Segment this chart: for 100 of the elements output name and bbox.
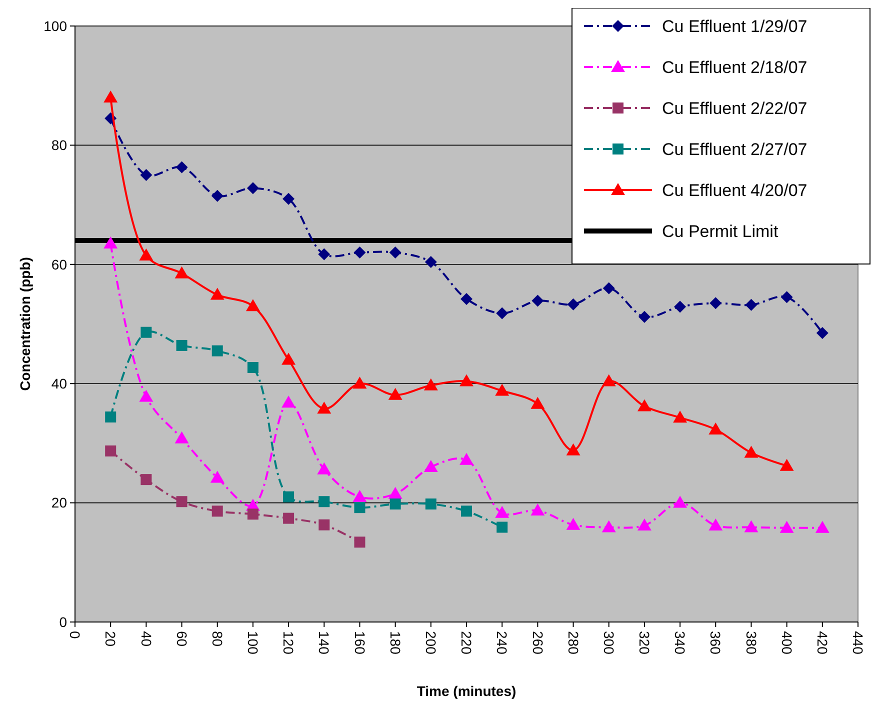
point [352,490,367,502]
point [424,378,438,390]
point [283,512,294,524]
point [532,294,544,307]
point [637,399,652,412]
x-tick-label: 180 [387,631,404,655]
legend-label: Cu Effluent 2/27/07 [662,140,808,159]
x-tick-label: 440 [850,631,866,655]
point [673,496,688,508]
point [174,266,189,278]
legend-label: Cu Effluent 4/20/07 [662,180,808,200]
y-axis-title: Concentration (ppb) [17,257,33,391]
point [708,422,723,434]
legend-label: Cu Effluent 2/22/07 [662,98,808,118]
point [105,445,116,456]
point [815,520,830,533]
point [139,248,154,260]
point [388,486,402,499]
point [460,374,474,386]
point [212,506,223,517]
point [354,536,366,548]
y-tick-label: 20 [51,494,68,511]
point [317,402,332,414]
x-tick-label: 340 [672,631,688,655]
point [104,90,118,103]
x-tick-label: 140 [316,631,332,655]
y-tick-label: 0 [59,614,68,630]
point [282,192,295,205]
x-tick-label: 0 [67,631,84,639]
point [780,291,793,304]
x-tick-label: 220 [458,631,475,655]
x-tick-label: 320 [636,631,653,655]
point [637,518,652,530]
point [530,504,545,516]
point [176,496,188,508]
x-tick-label: 240 [494,631,510,655]
x-tick-label: 120 [280,631,297,655]
point [710,297,722,310]
point [566,443,580,456]
point [390,498,401,510]
point [674,300,686,313]
point [567,298,580,310]
point [318,519,330,530]
x-tick-label: 300 [600,631,617,655]
point [388,388,402,400]
point [780,458,794,471]
x-tick-label: 80 [209,631,226,647]
point [354,502,366,514]
y-tick-label: 100 [44,18,68,34]
point [140,326,152,338]
x-tick-label: 100 [245,631,262,655]
point [424,256,437,268]
point [744,520,758,532]
x-tick-label: 400 [778,631,795,655]
point [708,518,723,530]
x-tick-label: 260 [530,631,546,655]
legend-label: Cu Effluent 2/18/07 [662,58,808,77]
point [354,246,366,258]
x-tick-label: 20 [102,631,119,647]
point [745,298,758,311]
point [140,169,152,181]
point [602,282,615,294]
point [210,470,224,483]
point [282,396,296,408]
x-tick-label: 200 [423,631,440,655]
point [318,248,330,260]
x-tick-label: 360 [708,631,724,655]
point [212,345,223,356]
point [318,496,330,508]
point [210,288,224,300]
x-axis-title: Time (minutes) [416,683,516,699]
point [496,522,508,533]
point [673,410,688,423]
point [495,384,510,396]
point [352,376,367,389]
point [780,520,794,533]
point [317,462,332,474]
x-tick-label: 280 [565,631,582,655]
point [602,374,616,386]
point [247,362,258,374]
ref-line-label: Cu Permit Limit [662,222,778,241]
point [282,352,296,365]
point [139,390,154,402]
point [744,446,758,458]
y-tick-label: 40 [51,376,68,392]
y-tick-label: 80 [51,137,68,154]
point [176,161,188,174]
x-tick-label: 380 [743,631,760,655]
point [495,506,510,518]
x-tick-label: 40 [138,631,154,647]
point [461,506,472,517]
x-tick-label: 420 [814,631,831,655]
point [816,326,828,339]
point [424,460,438,472]
x-tick-label: 60 [174,631,190,647]
point [104,236,118,249]
point [389,246,402,258]
point [602,520,616,532]
point [247,508,258,520]
point [566,518,580,530]
